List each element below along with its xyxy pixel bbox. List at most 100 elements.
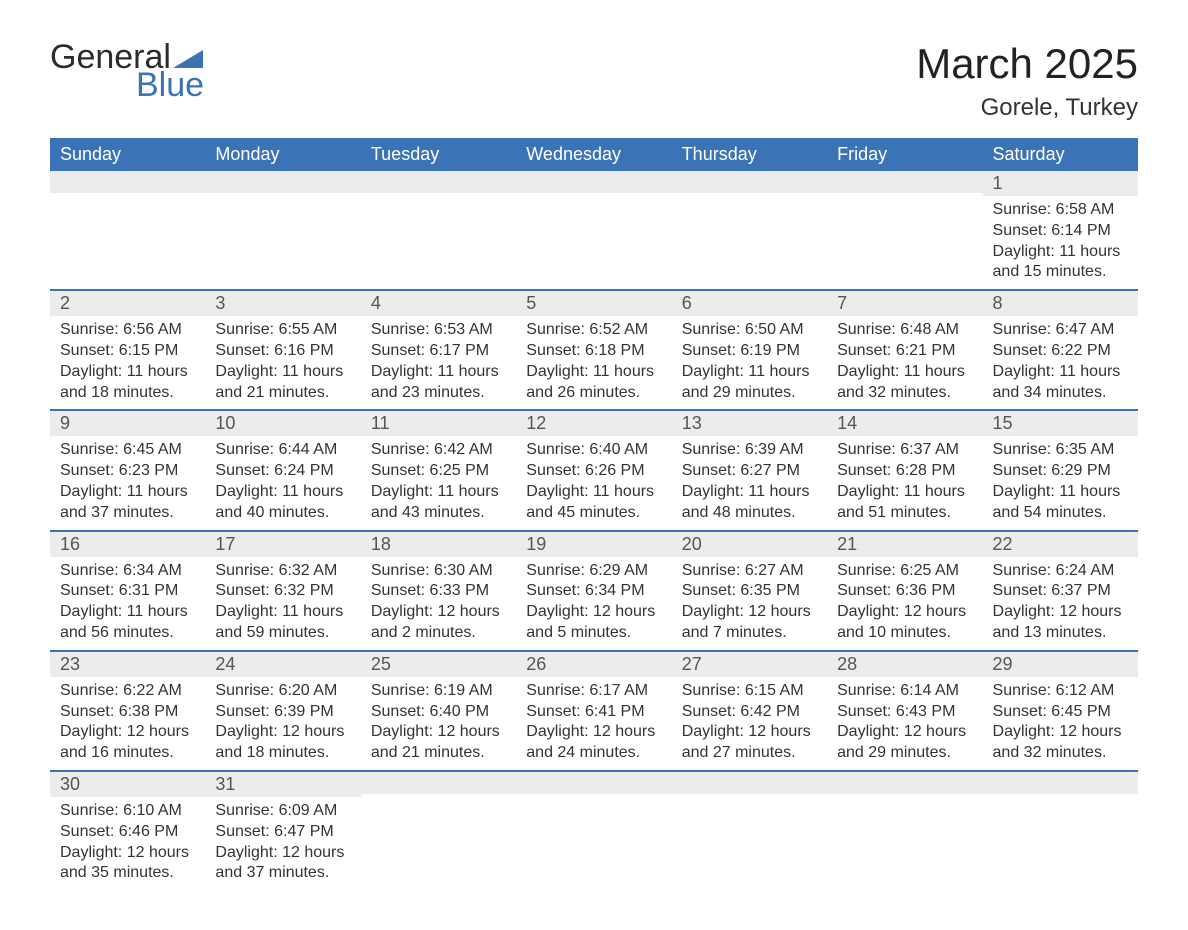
day-content xyxy=(827,794,982,878)
daylight-line: Daylight: 12 hours and 2 minutes. xyxy=(371,602,506,644)
day-content xyxy=(827,193,982,277)
day-content: Sunrise: 6:22 AMSunset: 6:38 PMDaylight:… xyxy=(50,677,205,770)
day-content xyxy=(516,794,671,878)
day-number: 22 xyxy=(983,532,1138,557)
day-number: 1 xyxy=(983,171,1138,196)
sunrise-line: Sunrise: 6:50 AM xyxy=(682,320,817,341)
day-content: Sunrise: 6:14 AMSunset: 6:43 PMDaylight:… xyxy=(827,677,982,770)
sunset-line: Sunset: 6:19 PM xyxy=(682,341,817,362)
day-content: Sunrise: 6:09 AMSunset: 6:47 PMDaylight:… xyxy=(205,797,360,890)
sunrise-line: Sunrise: 6:40 AM xyxy=(526,440,661,461)
daylight-line: Daylight: 11 hours and 43 minutes. xyxy=(371,482,506,524)
sunrise-line: Sunrise: 6:32 AM xyxy=(215,561,350,582)
calendar-day-cell: 5Sunrise: 6:52 AMSunset: 6:18 PMDaylight… xyxy=(516,290,671,410)
day-number xyxy=(50,171,205,193)
daylight-line: Daylight: 12 hours and 35 minutes. xyxy=(60,843,195,885)
sunrise-line: Sunrise: 6:48 AM xyxy=(837,320,972,341)
sunrise-line: Sunrise: 6:25 AM xyxy=(837,561,972,582)
day-number: 7 xyxy=(827,291,982,316)
daylight-line: Daylight: 11 hours and 23 minutes. xyxy=(371,362,506,404)
sunset-line: Sunset: 6:16 PM xyxy=(215,341,350,362)
day-number: 24 xyxy=(205,652,360,677)
sunrise-line: Sunrise: 6:14 AM xyxy=(837,681,972,702)
calendar-week-row: 30Sunrise: 6:10 AMSunset: 6:46 PMDayligh… xyxy=(50,771,1138,890)
day-number: 31 xyxy=(205,772,360,797)
calendar-day-cell: 30Sunrise: 6:10 AMSunset: 6:46 PMDayligh… xyxy=(50,771,205,890)
calendar-day-cell: 12Sunrise: 6:40 AMSunset: 6:26 PMDayligh… xyxy=(516,410,671,530)
calendar-day-cell: 8Sunrise: 6:47 AMSunset: 6:22 PMDaylight… xyxy=(983,290,1138,410)
calendar-day-cell: 21Sunrise: 6:25 AMSunset: 6:36 PMDayligh… xyxy=(827,531,982,651)
sunset-line: Sunset: 6:42 PM xyxy=(682,702,817,723)
calendar-day-cell: 16Sunrise: 6:34 AMSunset: 6:31 PMDayligh… xyxy=(50,531,205,651)
calendar-empty-cell xyxy=(516,771,671,890)
daylight-line: Daylight: 12 hours and 21 minutes. xyxy=(371,722,506,764)
sunset-line: Sunset: 6:35 PM xyxy=(682,581,817,602)
sunrise-line: Sunrise: 6:47 AM xyxy=(993,320,1128,341)
dayname-row: SundayMondayTuesdayWednesdayThursdayFrid… xyxy=(50,138,1138,171)
sunset-line: Sunset: 6:23 PM xyxy=(60,461,195,482)
daylight-line: Daylight: 12 hours and 18 minutes. xyxy=(215,722,350,764)
daylight-line: Daylight: 12 hours and 29 minutes. xyxy=(837,722,972,764)
sunset-line: Sunset: 6:28 PM xyxy=(837,461,972,482)
sunrise-line: Sunrise: 6:22 AM xyxy=(60,681,195,702)
day-number xyxy=(827,772,982,794)
dayname-header: Sunday xyxy=(50,138,205,171)
calendar-week-row: 1Sunrise: 6:58 AMSunset: 6:14 PMDaylight… xyxy=(50,171,1138,290)
daylight-line: Daylight: 11 hours and 51 minutes. xyxy=(837,482,972,524)
calendar-day-cell: 13Sunrise: 6:39 AMSunset: 6:27 PMDayligh… xyxy=(672,410,827,530)
day-content: Sunrise: 6:20 AMSunset: 6:39 PMDaylight:… xyxy=(205,677,360,770)
sunset-line: Sunset: 6:38 PM xyxy=(60,702,195,723)
calendar-day-cell: 14Sunrise: 6:37 AMSunset: 6:28 PMDayligh… xyxy=(827,410,982,530)
sunset-line: Sunset: 6:24 PM xyxy=(215,461,350,482)
daylight-line: Daylight: 11 hours and 18 minutes. xyxy=(60,362,195,404)
calendar-day-cell: 29Sunrise: 6:12 AMSunset: 6:45 PMDayligh… xyxy=(983,651,1138,771)
sunset-line: Sunset: 6:22 PM xyxy=(993,341,1128,362)
dayname-header: Monday xyxy=(205,138,360,171)
sunset-line: Sunset: 6:47 PM xyxy=(215,822,350,843)
sunset-line: Sunset: 6:33 PM xyxy=(371,581,506,602)
day-number: 20 xyxy=(672,532,827,557)
day-number: 19 xyxy=(516,532,671,557)
calendar-day-cell: 31Sunrise: 6:09 AMSunset: 6:47 PMDayligh… xyxy=(205,771,360,890)
day-content: Sunrise: 6:50 AMSunset: 6:19 PMDaylight:… xyxy=(672,316,827,409)
calendar-day-cell: 2Sunrise: 6:56 AMSunset: 6:15 PMDaylight… xyxy=(50,290,205,410)
day-number: 30 xyxy=(50,772,205,797)
dayname-header: Thursday xyxy=(672,138,827,171)
sunrise-line: Sunrise: 6:30 AM xyxy=(371,561,506,582)
daylight-line: Daylight: 11 hours and 15 minutes. xyxy=(993,242,1128,284)
calendar-week-row: 16Sunrise: 6:34 AMSunset: 6:31 PMDayligh… xyxy=(50,531,1138,651)
sunrise-line: Sunrise: 6:12 AM xyxy=(993,681,1128,702)
calendar-day-cell: 3Sunrise: 6:55 AMSunset: 6:16 PMDaylight… xyxy=(205,290,360,410)
sunset-line: Sunset: 6:41 PM xyxy=(526,702,661,723)
day-content: Sunrise: 6:17 AMSunset: 6:41 PMDaylight:… xyxy=(516,677,671,770)
logo-triangle-icon xyxy=(173,46,203,68)
sunrise-line: Sunrise: 6:17 AM xyxy=(526,681,661,702)
calendar-day-cell: 10Sunrise: 6:44 AMSunset: 6:24 PMDayligh… xyxy=(205,410,360,530)
day-content: Sunrise: 6:25 AMSunset: 6:36 PMDaylight:… xyxy=(827,557,982,650)
daylight-line: Daylight: 11 hours and 29 minutes. xyxy=(682,362,817,404)
sunrise-line: Sunrise: 6:20 AM xyxy=(215,681,350,702)
day-number xyxy=(516,171,671,193)
daylight-line: Daylight: 11 hours and 26 minutes. xyxy=(526,362,661,404)
calendar-table: SundayMondayTuesdayWednesdayThursdayFrid… xyxy=(50,138,1138,890)
calendar-week-row: 9Sunrise: 6:45 AMSunset: 6:23 PMDaylight… xyxy=(50,410,1138,530)
sunset-line: Sunset: 6:34 PM xyxy=(526,581,661,602)
calendar-empty-cell xyxy=(827,771,982,890)
day-content: Sunrise: 6:37 AMSunset: 6:28 PMDaylight:… xyxy=(827,436,982,529)
daylight-line: Daylight: 11 hours and 32 minutes. xyxy=(837,362,972,404)
day-content: Sunrise: 6:32 AMSunset: 6:32 PMDaylight:… xyxy=(205,557,360,650)
day-content xyxy=(516,193,671,277)
day-content: Sunrise: 6:58 AMSunset: 6:14 PMDaylight:… xyxy=(983,196,1138,289)
sunrise-line: Sunrise: 6:53 AM xyxy=(371,320,506,341)
sunset-line: Sunset: 6:27 PM xyxy=(682,461,817,482)
day-number xyxy=(672,772,827,794)
calendar-day-cell: 22Sunrise: 6:24 AMSunset: 6:37 PMDayligh… xyxy=(983,531,1138,651)
day-content xyxy=(672,794,827,878)
calendar-day-cell: 7Sunrise: 6:48 AMSunset: 6:21 PMDaylight… xyxy=(827,290,982,410)
day-content: Sunrise: 6:52 AMSunset: 6:18 PMDaylight:… xyxy=(516,316,671,409)
sunset-line: Sunset: 6:15 PM xyxy=(60,341,195,362)
calendar-empty-cell xyxy=(672,171,827,290)
day-content: Sunrise: 6:48 AMSunset: 6:21 PMDaylight:… xyxy=(827,316,982,409)
calendar-empty-cell xyxy=(205,171,360,290)
calendar-day-cell: 19Sunrise: 6:29 AMSunset: 6:34 PMDayligh… xyxy=(516,531,671,651)
